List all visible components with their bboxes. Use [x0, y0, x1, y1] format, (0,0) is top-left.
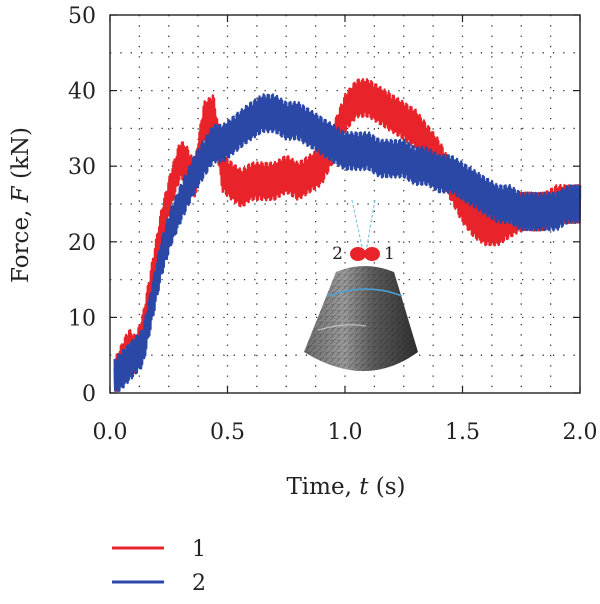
- series-lines: [113, 78, 582, 392]
- series-line-2: [113, 93, 582, 392]
- x-tick-label: 0.0: [93, 420, 128, 445]
- x-tick-label: 1.5: [445, 420, 480, 445]
- sensor-marker-1: [364, 247, 380, 261]
- x-axis-label: Time, t (s): [286, 474, 405, 500]
- cable-line-left: [351, 199, 364, 253]
- specimen-texture: [304, 266, 418, 371]
- legend-label-2: 2: [192, 571, 206, 596]
- x-tick-label: 2.0: [563, 420, 598, 445]
- sensor-marker-2: [350, 247, 366, 261]
- axis-ticks: 0.0 0.5 1.0 1.5 2.0 0 10 20 30 40 50: [68, 4, 598, 445]
- y-tick-label: 40: [68, 80, 96, 105]
- y-axis-label: Force, F (kN): [8, 127, 34, 283]
- x-tick-label: 0.5: [210, 420, 245, 445]
- y-tick-label: 30: [68, 155, 96, 180]
- legend-label-1: 1: [192, 537, 206, 562]
- y-tick-label: 20: [68, 231, 96, 256]
- sensor-label-2: 2: [332, 244, 343, 264]
- legend: 1 2: [112, 537, 206, 596]
- y-tick-label: 0: [82, 382, 96, 407]
- y-tick-label: 10: [68, 306, 96, 331]
- cable-line-right: [365, 199, 376, 253]
- sensor-label-1: 1: [384, 244, 395, 264]
- specimen-band: [327, 288, 403, 297]
- y-tick-label: 50: [68, 4, 96, 29]
- specimen-inset: 2 1: [304, 199, 418, 371]
- x-tick-label: 1.0: [328, 420, 363, 445]
- specimen-highlight: [317, 324, 367, 331]
